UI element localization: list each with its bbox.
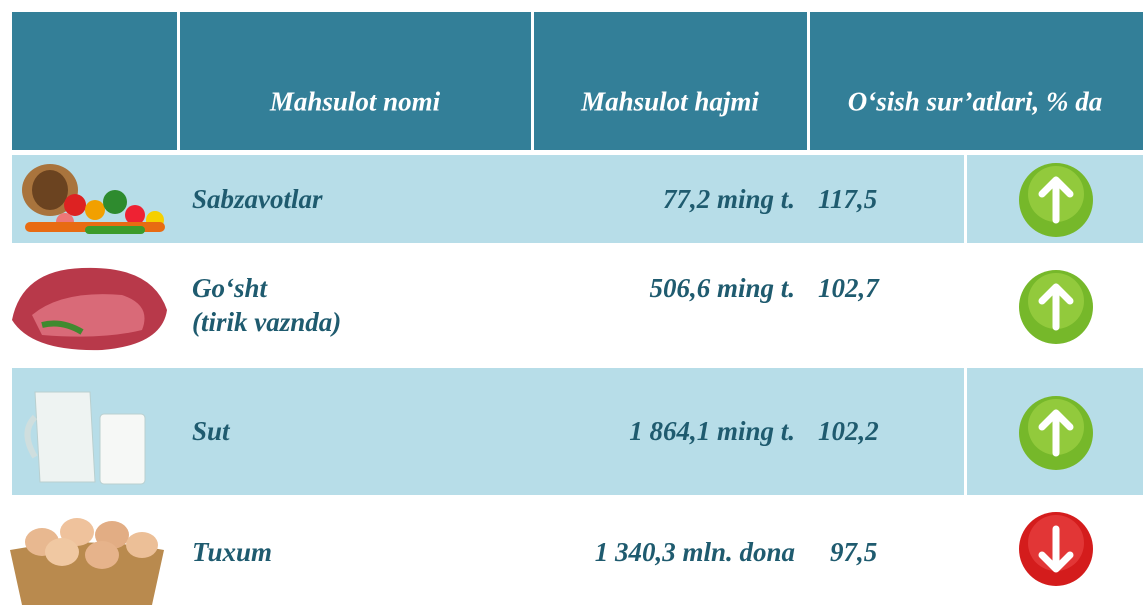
- meat-image: [2, 250, 177, 360]
- header-cell: Mahsulot nomi: [270, 87, 440, 118]
- growth-rate: 102,2: [818, 414, 879, 448]
- separator: [531, 12, 534, 150]
- product-volume: 506,6 ming t.: [649, 271, 795, 305]
- product-volume: 1 864,1 ming t.: [629, 414, 795, 448]
- eggs-image: [2, 500, 172, 608]
- product-name: (tirik vaznda): [192, 305, 341, 339]
- product-name: Sut: [192, 414, 230, 448]
- up-arrow-icon: [1016, 160, 1096, 240]
- header-row: [12, 12, 1143, 150]
- separator: [807, 12, 810, 150]
- milk-image: [20, 372, 150, 492]
- row-band: [12, 155, 1143, 243]
- down-arrow-icon: [1016, 509, 1096, 589]
- product-name: Go‘sht: [192, 271, 267, 305]
- separator: [964, 155, 967, 608]
- separator: [0, 366, 1143, 368]
- growth-rate: 97,5: [830, 535, 877, 569]
- header-cell: Mahsulot hajmi: [581, 87, 759, 118]
- product-name: Tuxum: [192, 535, 272, 569]
- row-band: [12, 368, 1143, 495]
- slide-table: Mahsulot nomi Mahsulot hajmi O‘sish sur’…: [0, 0, 1143, 608]
- header-cell: O‘sish sur’atlari, % da: [848, 87, 1103, 118]
- vegetables-image: [5, 160, 180, 242]
- product-volume: 1 340,3 mln. dona: [595, 535, 795, 569]
- product-volume: 77,2 ming t.: [663, 182, 795, 216]
- product-name: Sabzavotlar: [192, 182, 323, 216]
- up-arrow-icon: [1016, 393, 1096, 473]
- growth-rate: 102,7: [818, 271, 879, 305]
- separator: [177, 12, 180, 150]
- growth-rate: 117,5: [818, 182, 877, 216]
- up-arrow-icon: [1016, 267, 1096, 347]
